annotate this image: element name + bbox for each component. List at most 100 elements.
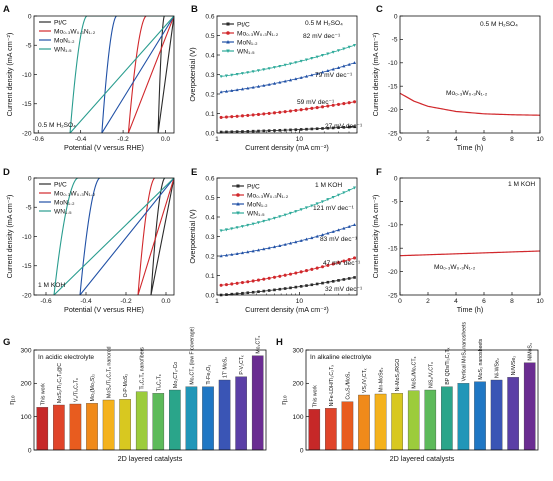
data-point (299, 75, 303, 79)
data-point (272, 81, 277, 85)
data-point (347, 101, 351, 105)
data-point (267, 82, 271, 86)
series-line (69, 16, 174, 133)
data-point (219, 130, 223, 134)
data-point (278, 128, 282, 132)
y-tick-label: -5 (392, 37, 398, 44)
data-point (326, 231, 330, 235)
data-point (262, 247, 266, 251)
data-point (315, 266, 319, 270)
data-point (336, 65, 341, 69)
bar (391, 393, 403, 451)
bar-category-label: P-V₂CTₓ (239, 355, 245, 375)
data-point (331, 262, 335, 266)
data-point (305, 284, 308, 287)
data-point (256, 84, 261, 88)
legend-label: WN₁.₅ (237, 48, 255, 55)
y-tick-label: 0.2 (205, 91, 214, 98)
legend-label: Mo₀.₃W₀.₃N₁.₂ (247, 192, 289, 199)
bar (457, 383, 470, 451)
series-line (79, 178, 174, 295)
electrolyte-label: 1 M KOH (508, 181, 535, 188)
data-point (251, 222, 255, 226)
panel-letter-c: C (376, 4, 383, 15)
legend-label: MoN₁.₂ (54, 199, 75, 206)
panel-letter-g: G (3, 337, 10, 348)
data-point (272, 275, 277, 279)
data-point (267, 289, 271, 292)
data-point (267, 246, 271, 250)
y-axis-label: Current density (mA cm⁻²) (371, 195, 380, 279)
data-point (315, 106, 319, 110)
bar-category-label: Vertical MoS₂ nanosheets (461, 322, 467, 382)
data-point (262, 277, 266, 281)
data-point (262, 289, 266, 293)
data-point (315, 282, 319, 286)
bar-category-label: Mn-MoSe₂ (379, 368, 385, 393)
panel-letter-b: B (191, 4, 198, 15)
data-point (288, 109, 293, 113)
y-tick-label: 0.1 (205, 273, 214, 280)
bar (53, 404, 65, 451)
electrolyte-label: In acidic electrolyte (38, 354, 94, 361)
data-point (326, 104, 330, 108)
bar (119, 399, 131, 451)
data-point (236, 211, 240, 215)
x-axis-label: Potential (V versus RHE) (64, 305, 144, 314)
data-point (342, 64, 346, 68)
y-tick-label: -20 (388, 107, 398, 114)
data-point (352, 186, 357, 190)
data-point (240, 72, 245, 76)
data-point (331, 103, 335, 107)
data-point (240, 87, 245, 91)
panel-letter-h: H (276, 337, 283, 348)
data-point (235, 252, 239, 255)
bar-category-label: Mo₂CTₓ (256, 336, 262, 354)
bar-category-label: Mo₂CTₓ-Co (173, 362, 179, 388)
y-axis-label: Overpotential (V) (188, 209, 197, 263)
data-point (219, 229, 223, 233)
x-tick-label: 10 (536, 136, 544, 143)
tafel-slope-label: 47 mV dec⁻¹ (323, 260, 361, 267)
y-tick-label: 0.0 (205, 292, 214, 299)
data-point (288, 272, 293, 276)
y-tick-label: 0.5 (205, 33, 214, 40)
plot-area (69, 16, 174, 133)
y-tick-label: 0.5 (205, 195, 214, 202)
x-tick-label: 6 (482, 136, 486, 143)
y-tick-label: 0 (28, 175, 32, 182)
data-point (224, 228, 229, 232)
catalyst-label: Mo₀.₃W₀.₃N₁.₂ (446, 90, 488, 97)
plot-frame (305, 349, 539, 451)
y-tick-label: 0.0 (205, 130, 214, 137)
x-tick-label: -0.4 (80, 298, 92, 305)
series-line (53, 178, 174, 295)
data-point (353, 276, 356, 279)
data-point (236, 202, 240, 206)
data-point (347, 224, 351, 228)
data-point (342, 126, 346, 129)
y-tick-label: 0 (28, 447, 32, 454)
data-point (320, 200, 325, 204)
data-point (240, 114, 245, 118)
y-tick-label: -10 (22, 234, 32, 241)
data-point (272, 245, 277, 249)
y-tick-label: -10 (388, 60, 398, 67)
data-point (246, 130, 250, 133)
data-point (235, 88, 239, 92)
bar (407, 390, 420, 451)
data-point (288, 211, 293, 215)
data-point (278, 244, 282, 247)
data-point (288, 241, 293, 245)
data-point (226, 40, 230, 44)
x-tick-label: 8 (510, 136, 514, 143)
data-point (236, 184, 240, 188)
data-point (347, 257, 351, 262)
bar (169, 389, 181, 451)
panel-H: This work NiFe-LDH/Ti₃C₂Tₓ Co₂S₇/MoS₂ VS₂/V… (279, 322, 539, 463)
data-point (326, 52, 330, 56)
x-axis-label: Potential (V versus RHE) (64, 143, 144, 152)
data-point (235, 226, 239, 230)
data-point (310, 283, 314, 287)
y-tick-label: 300 (292, 347, 303, 354)
